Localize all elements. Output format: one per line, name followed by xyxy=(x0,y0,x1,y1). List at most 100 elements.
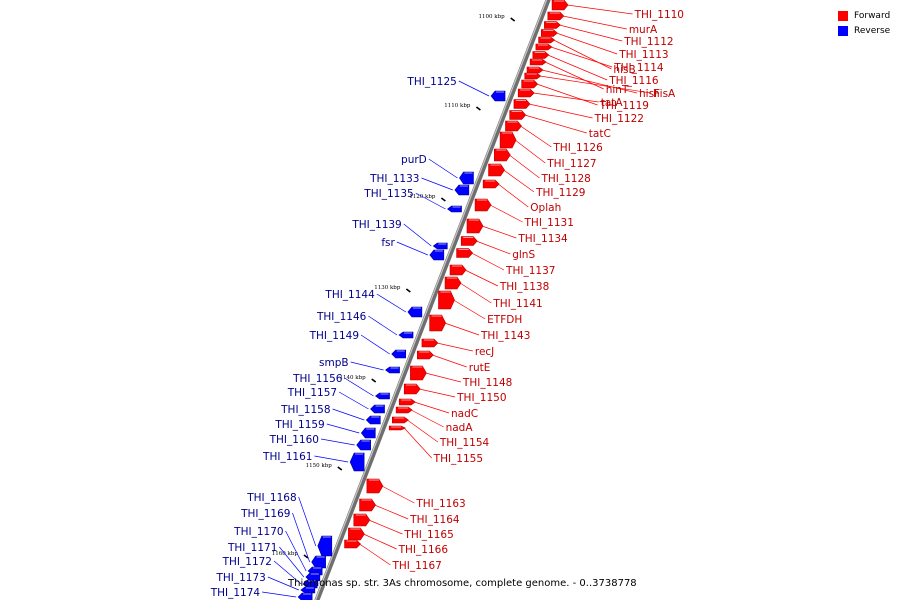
reverse-leader-line xyxy=(344,377,374,397)
reverse-gene-label: fsr xyxy=(381,237,395,249)
forward-gene-label: THI_1116 xyxy=(608,75,659,87)
forward-leader-line xyxy=(503,169,535,193)
forward-gene-label: THI_1137 xyxy=(505,265,555,277)
forward-gene-block xyxy=(505,120,522,132)
forward-leader-line xyxy=(533,92,599,103)
reverse-gene-label: THI_1173 xyxy=(215,572,265,584)
forward-leader-line xyxy=(559,24,623,42)
forward-gene-label: THI_1167 xyxy=(391,560,441,572)
legend: Forward Reverse xyxy=(838,8,890,38)
forward-leader-line xyxy=(444,322,480,336)
forward-gene-block xyxy=(488,163,505,177)
scale-tick-label: 1140 kbp xyxy=(340,375,367,381)
forward-gene-label: ETFDH xyxy=(487,314,522,326)
forward-gene-block xyxy=(429,314,446,332)
scale-tick-mark xyxy=(440,197,446,202)
forward-leader-line xyxy=(528,103,593,119)
forward-leader-line xyxy=(520,125,552,148)
forward-gene-label: THI_1126 xyxy=(552,142,603,154)
forward-gene-label: murA xyxy=(629,24,658,36)
reverse-leader-line xyxy=(368,315,398,336)
forward-gene-label: nadA xyxy=(446,422,474,434)
forward-gene-label: THI_1143 xyxy=(480,330,530,342)
reverse-leader-line xyxy=(360,334,390,355)
forward-leader-line xyxy=(547,54,608,81)
forward-gene-label: THI_1155 xyxy=(433,453,483,465)
forward-leader-line xyxy=(481,225,517,239)
forward-swatch xyxy=(838,10,848,21)
forward-gene-block xyxy=(417,350,434,360)
forward-gene-label: Oplah xyxy=(530,202,561,214)
reverse-gene-label: purD xyxy=(401,154,427,166)
reverse-gene-block xyxy=(454,184,470,196)
forward-gene-label: THI_1165 xyxy=(403,529,453,541)
forward-gene-label: THI_1128 xyxy=(540,173,590,185)
reverse-leader-line xyxy=(415,192,446,210)
forward-gene-block xyxy=(366,478,384,494)
forward-leader-line xyxy=(381,485,415,504)
reverse-gene-block xyxy=(429,249,445,261)
forward-leader-line xyxy=(436,342,473,352)
legend-forward-label: Forward xyxy=(854,10,891,21)
forward-leader-line xyxy=(541,69,638,94)
forward-leader-line xyxy=(403,427,432,459)
forward-gene-label: THI_1150 xyxy=(456,392,506,404)
forward-gene-label: THI_1119 xyxy=(599,100,649,112)
reverse-gene-label: THI_1174 xyxy=(210,587,261,599)
reverse-gene-label: THI_1149 xyxy=(309,330,359,342)
forward-gene-label: THI_1141 xyxy=(492,298,542,310)
forward-leader-line xyxy=(562,15,627,30)
reverse-gene-block xyxy=(365,415,381,425)
reverse-leader-line xyxy=(396,241,428,256)
forward-gene-label: THI_1148 xyxy=(462,377,512,389)
forward-gene-label: nadC xyxy=(451,408,478,420)
forward-leader-line xyxy=(471,252,505,271)
reverse-leader-line xyxy=(285,530,307,572)
reverse-gene-label: THI_1171 xyxy=(227,542,277,554)
scale-tick-mark xyxy=(337,466,343,471)
reverse-gene-label: THI_1133 xyxy=(369,173,419,185)
forward-leader-line xyxy=(410,409,444,428)
reverse-leader-line xyxy=(279,546,305,578)
forward-gene-block xyxy=(547,11,565,21)
reverse-leader-line xyxy=(262,591,297,598)
reverse-gene-label: THI_1156 xyxy=(292,373,343,385)
reverse-gene-label: THI_1160 xyxy=(269,434,319,446)
forward-gene-label: tatA xyxy=(601,97,624,109)
forward-leader-line xyxy=(536,83,598,106)
forward-gene-label: hisF xyxy=(639,88,660,100)
forward-gene-block xyxy=(509,110,527,120)
forward-gene-label: tatC xyxy=(589,128,611,140)
forward-gene-label: THI_1131 xyxy=(524,217,574,229)
forward-gene-label: glnS xyxy=(512,249,535,261)
forward-leader-line xyxy=(489,204,523,223)
reverse-leader-line xyxy=(376,293,407,313)
reverse-gene-label: smpB xyxy=(319,357,349,369)
scale-tick-label: 1150 kbp xyxy=(306,463,333,469)
reverse-leader-line xyxy=(273,560,302,585)
scale-tick-label: 1100 kbp xyxy=(479,14,506,20)
forward-leader-line xyxy=(414,401,450,414)
forward-gene-label: THI_1114 xyxy=(613,62,664,74)
scale-tick-label: 1130 kbp xyxy=(374,285,401,291)
forward-gene-label: THI_1154 xyxy=(439,437,490,449)
reverse-leader-line xyxy=(350,361,384,371)
forward-gene-label: THI_1129 xyxy=(535,187,585,199)
legend-forward: Forward xyxy=(838,8,890,23)
forward-gene-block xyxy=(551,0,569,11)
reverse-leader-line xyxy=(298,496,317,547)
forward-leader-line xyxy=(567,4,633,15)
reverse-gene-label: THI_1135 xyxy=(363,188,413,200)
forward-gene-label: THI_1110 xyxy=(634,9,684,21)
reverse-gene-label: THI_1168 xyxy=(246,492,296,504)
forward-gene-block xyxy=(359,498,376,512)
reverse-gene-block xyxy=(391,349,407,359)
reverse-leader-line xyxy=(338,391,369,410)
forward-gene-label: recJ xyxy=(475,346,494,358)
forward-leader-line xyxy=(425,372,462,383)
forward-leader-line xyxy=(459,282,492,304)
forward-gene-label: THI_1127 xyxy=(546,158,596,170)
forward-gene-block xyxy=(474,198,492,212)
